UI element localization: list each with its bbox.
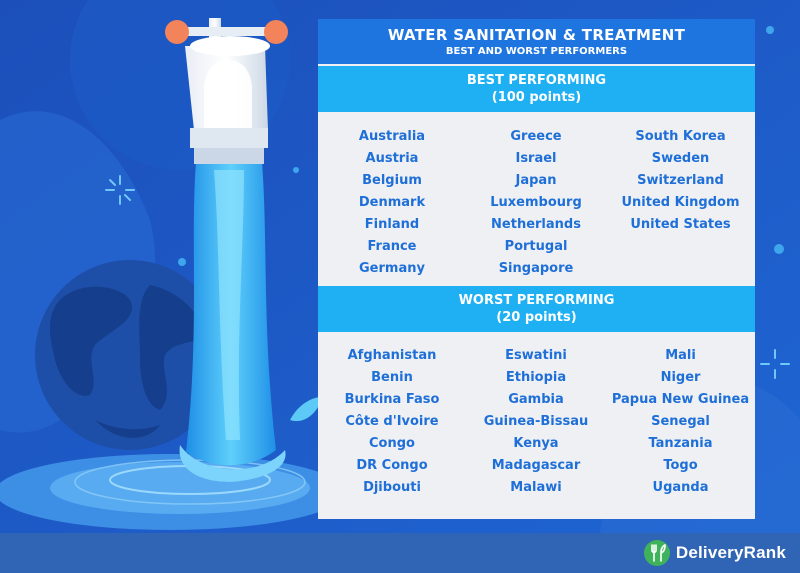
worst-column-1: Afghanistan Benin Burkina Faso Côte d'Iv…: [318, 345, 466, 499]
best-country-grid: Australia Austria Belgium Denmark Finlan…: [318, 112, 755, 286]
country-name: Congo: [369, 436, 415, 451]
country-name: Madagascar: [491, 458, 581, 473]
fork-leaf-logo-icon: [643, 540, 670, 566]
worst-column-2: Eswatini Ethiopia Gambia Guinea-Bissau K…: [466, 345, 606, 499]
country-name: Greece: [510, 129, 562, 144]
country-name: Papua New Guinea: [611, 392, 750, 407]
country-name: Benin: [371, 370, 413, 385]
country-name: Gambia: [508, 392, 564, 407]
best-column-2: Greece Israel Japan Luxembourg Netherlan…: [466, 126, 606, 280]
country-name: Denmark: [358, 195, 426, 210]
country-name: Kenya: [513, 436, 559, 451]
country-name: DR Congo: [356, 458, 428, 473]
country-name: Israel: [515, 151, 557, 166]
page-title: WATER SANITATION & TREATMENT: [387, 25, 686, 44]
country-name: Austria: [365, 151, 419, 166]
country-name: Australia: [358, 129, 426, 144]
best-performing-heading: BEST PERFORMING: [466, 73, 607, 88]
country-name: Eswatini: [505, 348, 567, 363]
country-name: Belgium: [362, 173, 422, 188]
country-name: Côte d'Ivoire: [345, 414, 439, 429]
country-name: Niger: [660, 370, 701, 385]
title-bar: WATER SANITATION & TREATMENT BEST AND WO…: [318, 19, 755, 64]
brand-logo[interactable]: DeliveryRank: [643, 539, 786, 567]
country-name: Djibouti: [363, 480, 421, 495]
country-name: Mali: [665, 348, 696, 363]
country-name: Luxembourg: [490, 195, 582, 210]
worst-performing-heading: WORST PERFORMING: [458, 293, 615, 308]
country-name: Togo: [663, 458, 698, 473]
country-name: Netherlands: [491, 217, 581, 232]
country-name: Guinea-Bissau: [483, 414, 589, 429]
country-name: United Kingdom: [621, 195, 740, 210]
worst-column-3: Mali Niger Papua New Guinea Senegal Tanz…: [606, 345, 755, 499]
country-name: Japan: [515, 173, 557, 188]
country-name: United States: [630, 217, 731, 232]
worst-performing-points: (20 points): [496, 310, 577, 325]
country-name: Ethiopia: [505, 370, 567, 385]
country-name: Tanzania: [648, 436, 713, 451]
country-name: Afghanistan: [347, 348, 437, 363]
country-name: Malawi: [510, 480, 562, 495]
country-name: Burkina Faso: [344, 392, 440, 407]
worst-country-grid: Afghanistan Benin Burkina Faso Côte d'Iv…: [318, 332, 755, 511]
country-name: Senegal: [651, 414, 710, 429]
country-name: Uganda: [652, 480, 709, 495]
footer-bar: DeliveryRank: [0, 533, 800, 573]
best-performing-header: BEST PERFORMING (100 points): [318, 66, 755, 112]
country-name: Singapore: [498, 261, 574, 276]
page-subtitle: BEST AND WORST PERFORMERS: [445, 45, 628, 57]
brand-name: DeliveryRank: [675, 543, 786, 562]
country-name: Portugal: [504, 239, 568, 254]
best-column-3: South Korea Sweden Switzerland United Ki…: [606, 126, 755, 280]
country-name: France: [367, 239, 417, 254]
country-name: Switzerland: [637, 173, 724, 188]
country-name: Germany: [359, 261, 425, 276]
worst-performing-header: WORST PERFORMING (20 points): [318, 286, 755, 332]
performers-panel: WATER SANITATION & TREATMENT BEST AND WO…: [318, 19, 755, 519]
country-name: Sweden: [651, 151, 710, 166]
best-performing-points: (100 points): [491, 90, 582, 105]
country-name: Finland: [364, 217, 420, 232]
country-name: South Korea: [635, 129, 726, 144]
best-column-1: Australia Austria Belgium Denmark Finlan…: [318, 126, 466, 280]
